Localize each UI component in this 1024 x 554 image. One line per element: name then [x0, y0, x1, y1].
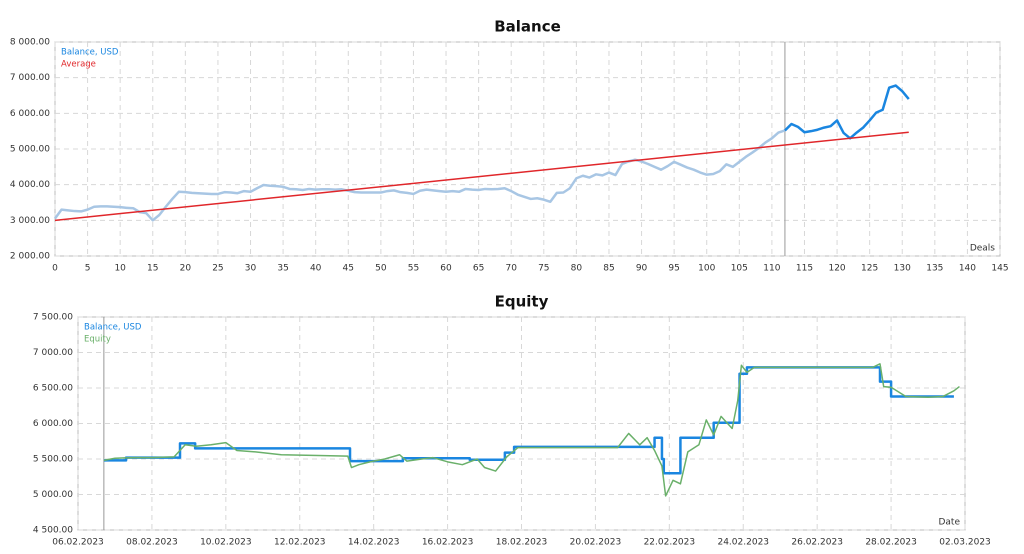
x-tick-label: 12.02.2023: [274, 538, 326, 548]
y-tick-label: 7 500.00: [33, 313, 73, 323]
x-tick-label: 20.02.2023: [570, 538, 622, 548]
y-tick-label: 5 000.00: [33, 490, 73, 500]
x-tick-label: 16.02.2023: [422, 538, 474, 548]
x-tick-label: 0: [52, 264, 58, 274]
x-tick-label: 15: [147, 264, 158, 274]
x-tick-label: 30: [245, 264, 257, 274]
x-tick-label: 60: [440, 264, 452, 274]
y-tick-label: 2 000.00: [10, 252, 50, 262]
x-tick-label: 24.02.2023: [717, 538, 769, 548]
series-line: [784, 84, 910, 140]
legend-entry: Balance, USD: [84, 323, 142, 333]
x-tick-label: 45: [343, 264, 354, 274]
x-tick-label: 140: [959, 264, 976, 274]
x-tick-label: 95: [668, 264, 679, 274]
y-tick-label: 6 500.00: [33, 384, 73, 394]
x-tick-label: 130: [894, 264, 911, 274]
y-tick-label: 8 000.00: [10, 38, 50, 48]
x-tick-label: 35: [277, 264, 288, 274]
x-tick-label: 50: [375, 264, 387, 274]
legend-entry: Equity: [84, 335, 111, 345]
x-tick-label: 25: [212, 264, 223, 274]
x-tick-label: 10: [114, 264, 126, 274]
x-tick-label: 40: [310, 264, 322, 274]
x-tick-label: 02.03.2023: [939, 538, 991, 548]
x-tick-label: 08.02.2023: [126, 538, 178, 548]
x-tick-label: 135: [926, 264, 943, 274]
y-tick-label: 4 000.00: [10, 180, 50, 190]
x-tick-label: 22.02.2023: [644, 538, 696, 548]
series-line: [103, 363, 960, 497]
x-tick-label: 5: [85, 264, 91, 274]
chart-title: Equity: [495, 293, 549, 311]
y-tick-label: 3 000.00: [10, 216, 50, 226]
x-tick-label: 18.02.2023: [496, 538, 548, 548]
x-tick-label: 65: [473, 264, 484, 274]
y-tick-label: 4 500.00: [33, 526, 73, 536]
x-tick-label: 90: [636, 264, 648, 274]
x-tick-label: 14.02.2023: [348, 538, 400, 548]
x-tick-label: 06.02.2023: [52, 538, 104, 548]
y-tick-label: 6 000.00: [33, 419, 73, 429]
legend-entry: Balance, USD: [61, 48, 119, 58]
x-tick-label: 100: [698, 264, 715, 274]
x-tick-label: 125: [861, 264, 878, 274]
x-tick-label: 120: [828, 264, 845, 274]
x-tick-label: 80: [571, 264, 583, 274]
x-tick-label: 110: [763, 264, 780, 274]
x-tick-label: 75: [538, 264, 549, 274]
x-axis-label: Date: [938, 518, 960, 528]
y-tick-label: 7 000.00: [10, 73, 50, 83]
legend-entry: Average: [61, 60, 96, 70]
x-tick-label: 55: [408, 264, 419, 274]
y-tick-label: 5 500.00: [33, 455, 73, 465]
x-tick-label: 115: [796, 264, 813, 274]
x-tick-label: 85: [603, 264, 614, 274]
x-tick-label: 10.02.2023: [200, 538, 252, 548]
x-axis-label: Deals: [970, 244, 995, 254]
x-tick-label: 70: [505, 264, 517, 274]
y-tick-label: 6 000.00: [10, 109, 50, 119]
x-tick-label: 28.02.2023: [865, 538, 917, 548]
y-tick-label: 5 000.00: [10, 145, 50, 155]
series-line-history: [53, 129, 786, 222]
chart-title: Balance: [494, 18, 561, 36]
x-tick-label: 20: [180, 264, 192, 274]
x-tick-label: 105: [731, 264, 748, 274]
x-tick-label: 26.02.2023: [791, 538, 843, 548]
x-tick-label: 145: [991, 264, 1008, 274]
series-line: [54, 131, 909, 222]
y-tick-label: 7 000.00: [33, 348, 73, 358]
